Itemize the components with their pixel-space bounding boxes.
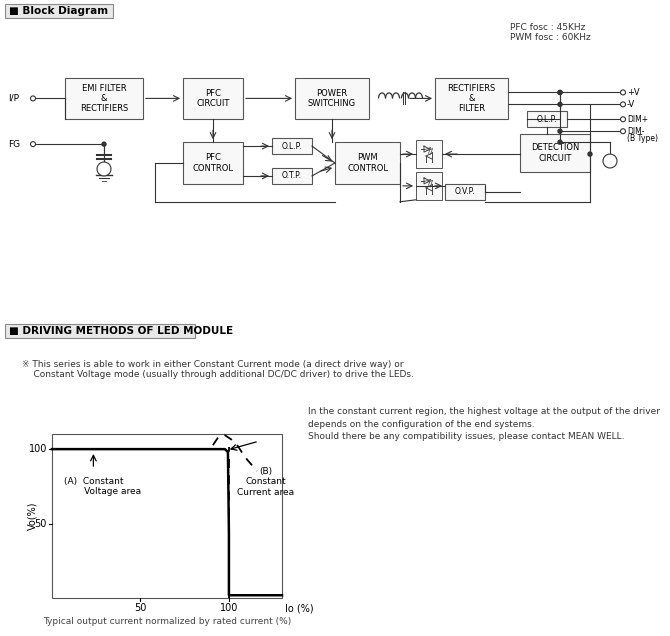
Text: ※ This series is able to work in either Constant Current mode (a direct drive wa: ※ This series is able to work in either …	[22, 360, 414, 379]
Text: O.L.P.: O.L.P.	[537, 114, 557, 124]
Bar	[435, 78, 508, 120]
Bar	[272, 168, 312, 184]
Text: Io (%): Io (%)	[285, 603, 314, 613]
Circle shape	[102, 142, 106, 146]
Bar	[183, 142, 243, 184]
Circle shape	[558, 129, 562, 133]
Bar	[416, 140, 442, 168]
Text: PFC fosc : 45KHz
PWM fosc : 60KHz: PFC fosc : 45KHz PWM fosc : 60KHz	[510, 23, 591, 42]
Bar	[527, 111, 567, 127]
Text: (A)  Constant
       Voltage area: (A) Constant Voltage area	[64, 477, 141, 496]
Text: Should there be any compatibility issues, please contact MEAN WELL.: Should there be any compatibility issues…	[308, 432, 624, 441]
Text: (B Type): (B Type)	[627, 134, 658, 142]
Circle shape	[588, 152, 592, 156]
Text: PFC
CONTROL: PFC CONTROL	[192, 153, 234, 173]
Text: FG: FG	[8, 140, 20, 149]
Circle shape	[558, 90, 562, 94]
Text: I/P: I/P	[8, 94, 19, 103]
Text: (B)
Constant
Current area: (B) Constant Current area	[237, 467, 294, 497]
Bar	[272, 138, 312, 154]
Circle shape	[97, 162, 111, 176]
Text: -V: -V	[627, 100, 635, 109]
Circle shape	[620, 102, 626, 107]
Bar	[183, 78, 243, 120]
Circle shape	[31, 96, 36, 101]
Circle shape	[603, 154, 617, 168]
Bar	[52, 434, 282, 598]
Bar	[520, 134, 590, 172]
Text: 100: 100	[220, 603, 238, 613]
Bar	[295, 78, 369, 120]
Circle shape	[620, 90, 626, 95]
Text: DIM+: DIM+	[627, 114, 648, 124]
Circle shape	[31, 142, 36, 147]
Text: 50: 50	[35, 519, 47, 529]
Circle shape	[558, 90, 562, 94]
Text: O.L.P.: O.L.P.	[282, 142, 302, 151]
Text: 100: 100	[29, 444, 47, 454]
Text: POWER
SWITCHING: POWER SWITCHING	[308, 88, 356, 108]
Bar	[5, 4, 113, 18]
Text: O.T.P.: O.T.P.	[282, 172, 302, 181]
Bar	[416, 172, 442, 200]
Circle shape	[558, 140, 562, 144]
Bar	[5, 324, 195, 338]
Bar	[65, 78, 143, 120]
Text: In the constant current region, the highest voltage at the output of the driver
: In the constant current region, the high…	[308, 408, 660, 429]
Text: Vo(%): Vo(%)	[27, 502, 37, 530]
Circle shape	[620, 117, 626, 121]
Text: 50: 50	[134, 603, 147, 613]
Text: O.V.P.: O.V.P.	[455, 188, 475, 197]
Bar	[445, 184, 485, 200]
Bar	[335, 142, 400, 184]
Text: Typical output current normalized by rated current (%): Typical output current normalized by rat…	[43, 616, 291, 626]
Text: PFC
CIRCUIT: PFC CIRCUIT	[196, 88, 230, 108]
Text: EMI FILTER
&
RECTIFIERS: EMI FILTER & RECTIFIERS	[80, 83, 128, 113]
Text: +V: +V	[627, 88, 640, 97]
Text: DETECTION
CIRCUIT: DETECTION CIRCUIT	[531, 143, 579, 163]
Text: DIM-: DIM-	[627, 127, 645, 135]
Text: PWM
CONTROL: PWM CONTROL	[347, 153, 388, 173]
Text: ■ DRIVING METHODS OF LED MODULE: ■ DRIVING METHODS OF LED MODULE	[9, 326, 233, 336]
Circle shape	[558, 102, 562, 106]
Text: RECTIFIERS
&
FILTER: RECTIFIERS & FILTER	[448, 83, 496, 113]
Circle shape	[620, 128, 626, 134]
Text: ■ Block Diagram: ■ Block Diagram	[9, 6, 108, 16]
